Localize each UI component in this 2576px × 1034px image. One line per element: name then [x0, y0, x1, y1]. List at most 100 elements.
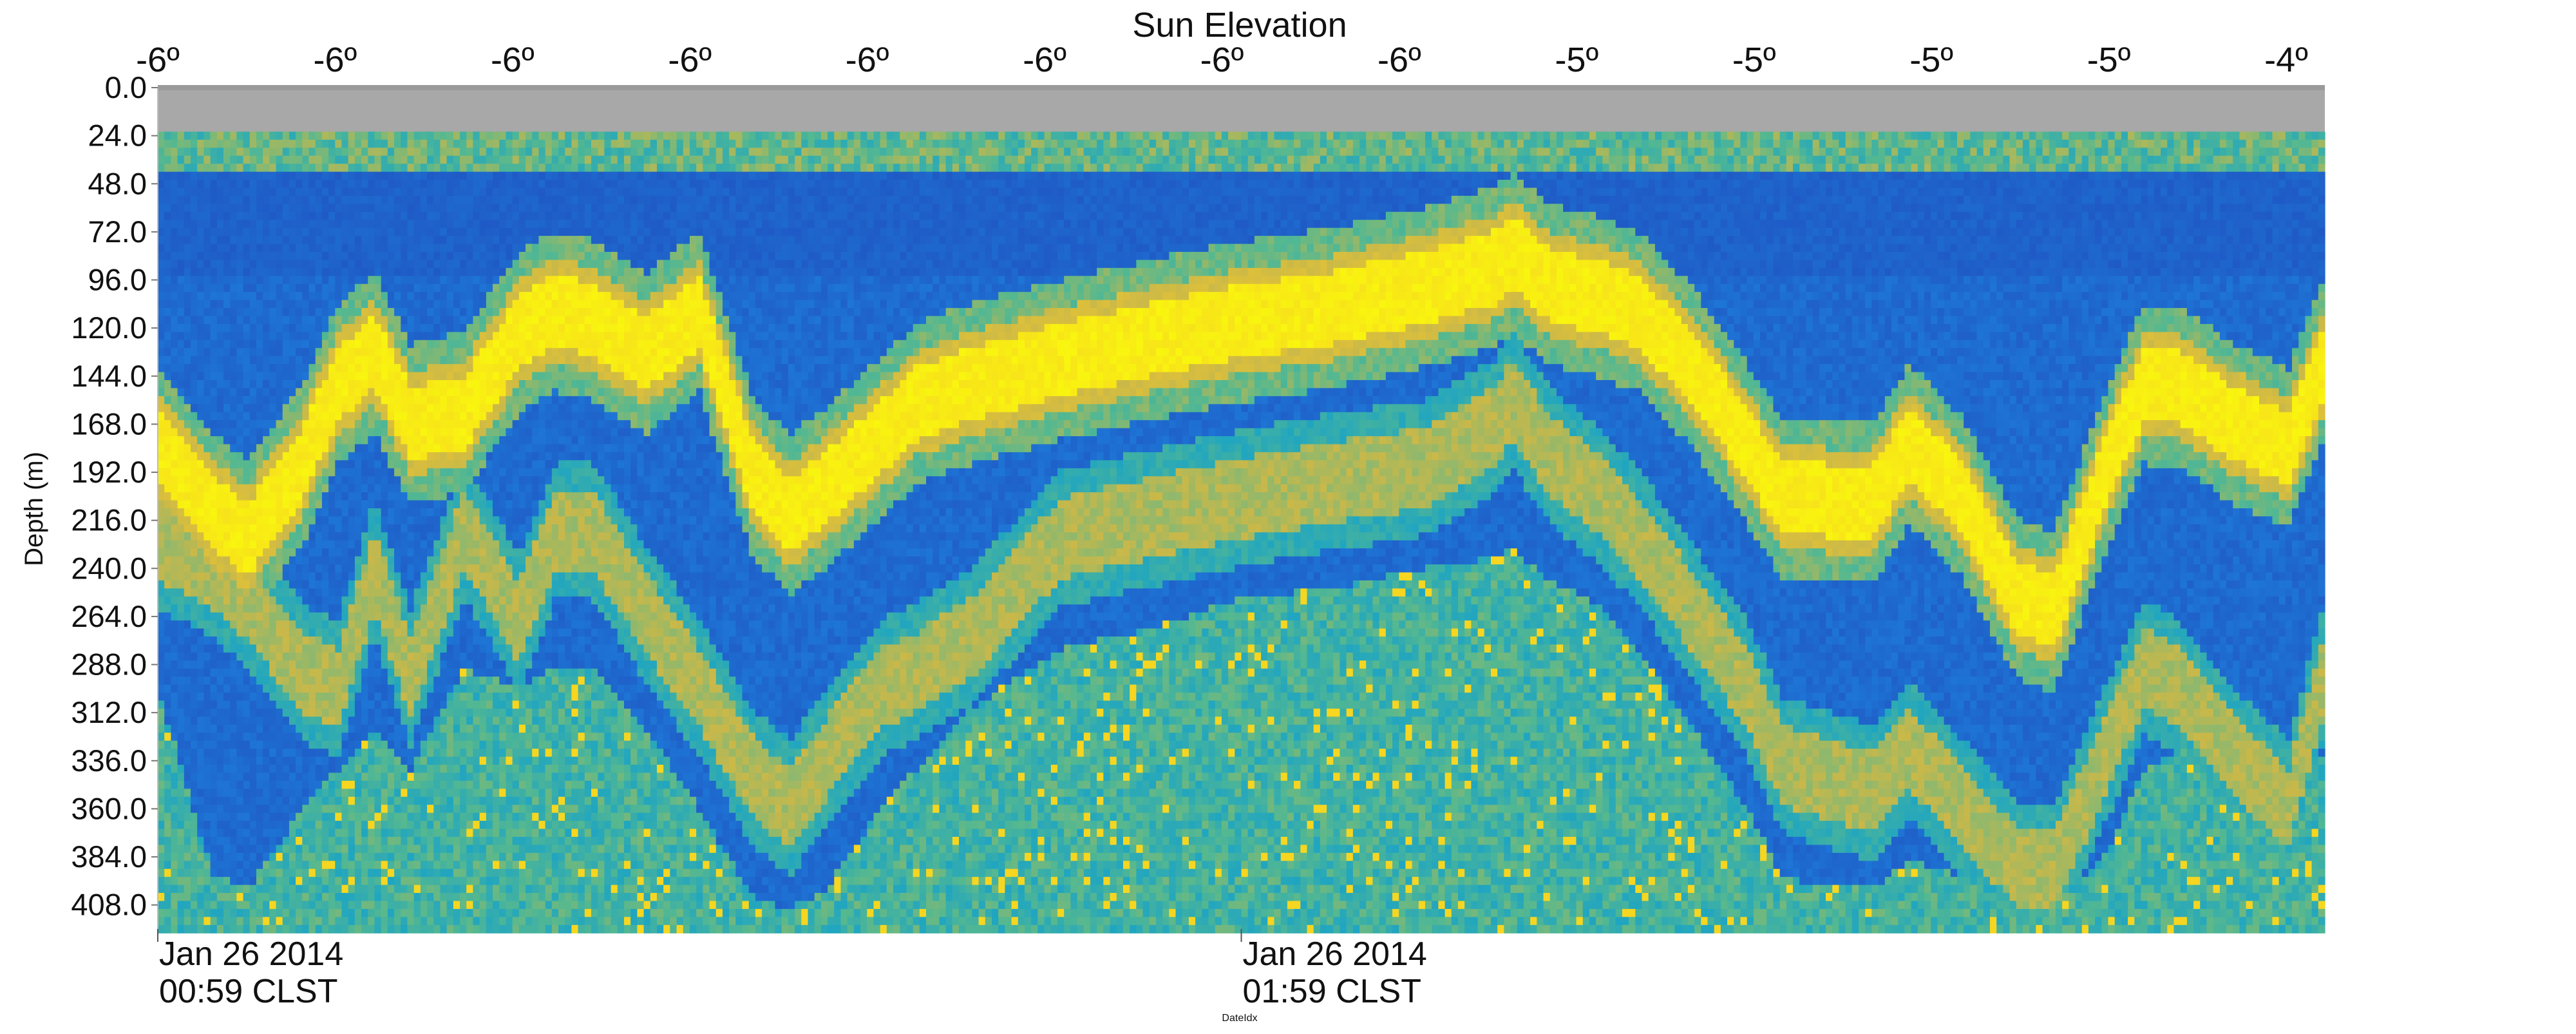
- echogram-cell: [256, 580, 263, 589]
- echogram-cell: [374, 805, 382, 814]
- echogram-cell: [236, 404, 244, 413]
- echogram-cell: [387, 283, 395, 292]
- echogram-cell: [328, 404, 336, 413]
- echogram-cell: [243, 917, 251, 926]
- echogram-cell: [282, 668, 290, 677]
- echogram-cell: [249, 789, 257, 798]
- echogram-cell: [427, 364, 434, 373]
- echogram-cell: [407, 492, 415, 501]
- echogram-cell: [256, 436, 263, 445]
- echogram-column: [302, 131, 310, 933]
- echogram-cell: [216, 372, 224, 381]
- echogram-cell: [296, 340, 303, 349]
- echogram-cell: [190, 765, 198, 774]
- echogram-cell: [158, 204, 165, 213]
- echogram-cell: [361, 828, 368, 838]
- echogram-cell: [368, 379, 375, 389]
- echogram-cell: [296, 164, 303, 173]
- echogram-cell: [177, 244, 185, 253]
- echogram-cell: [433, 460, 441, 469]
- echogram-cell: [190, 740, 198, 749]
- echogram-cell: [361, 612, 368, 621]
- echogram-cell: [446, 628, 454, 637]
- echogram-cell: [197, 732, 204, 742]
- echogram-cell: [440, 420, 448, 429]
- echogram-cell: [223, 428, 231, 437]
- echogram-cell: [184, 468, 191, 477]
- echogram-cell: [387, 812, 395, 821]
- echogram-cell: [321, 388, 329, 397]
- echogram-cell: [328, 708, 336, 717]
- echogram-cell: [216, 756, 224, 765]
- echogram-cell: [158, 885, 165, 894]
- echogram-cell: [216, 812, 224, 821]
- echogram-cell: [348, 660, 355, 669]
- echogram-cell: [308, 260, 316, 269]
- echogram-cell: [236, 756, 244, 765]
- echogram-cell: [282, 500, 290, 509]
- echogram-cell: [354, 716, 362, 725]
- echogram-cell: [190, 805, 198, 814]
- echogram-cell: [210, 404, 218, 413]
- echogram-cell: [335, 740, 343, 749]
- echogram-cell: [197, 789, 204, 798]
- echogram-cell: [381, 885, 388, 894]
- echogram-cell: [197, 924, 204, 933]
- echogram-cell: [190, 836, 198, 845]
- echogram-cell: [479, 340, 487, 349]
- echogram-cell: [171, 765, 178, 774]
- echogram-cell: [256, 901, 263, 910]
- echogram-cell: [197, 444, 204, 453]
- echogram-cell: [164, 532, 171, 541]
- echogram-cell: [328, 796, 336, 805]
- echogram-cell: [249, 780, 257, 789]
- echogram-cell: [407, 139, 415, 148]
- echogram-cell: [420, 821, 428, 830]
- echogram-cell: [256, 852, 263, 861]
- echogram-cell: [354, 148, 362, 157]
- echogram-cell: [381, 195, 388, 204]
- echogram-cell: [223, 436, 231, 445]
- echogram-cell: [407, 596, 415, 605]
- echogram-cell: [263, 244, 270, 253]
- echogram-cell: [440, 164, 448, 173]
- echogram-cell: [374, 340, 382, 349]
- echogram-cell: [315, 267, 323, 276]
- echogram-cell: [361, 676, 368, 685]
- echogram-cell: [164, 700, 171, 709]
- echogram-cell: [413, 540, 421, 549]
- echogram-cell: [256, 452, 263, 461]
- echogram-cell: [296, 187, 303, 196]
- echogram-cell: [328, 211, 336, 220]
- echogram-cell: [315, 139, 323, 148]
- echogram-cell: [289, 227, 296, 236]
- echogram-cell: [381, 308, 388, 317]
- echogram-cell: [321, 379, 329, 389]
- echogram-cell: [348, 700, 355, 709]
- echogram-cell: [433, 548, 441, 557]
- echogram-cell: [381, 251, 388, 261]
- echogram-cell: [302, 877, 310, 886]
- echogram-cell: [328, 452, 336, 461]
- echogram-cell: [210, 732, 218, 742]
- echogram-cell: [197, 796, 204, 805]
- echogram-cell: [269, 532, 277, 541]
- echogram-cell: [420, 877, 428, 886]
- echogram-cell: [394, 620, 401, 629]
- echogram-cell: [394, 612, 401, 621]
- echogram-cell: [466, 251, 474, 261]
- echogram-cell: [335, 292, 343, 301]
- echogram-cell: [164, 868, 171, 877]
- echogram-cell: [269, 861, 277, 870]
- echogram-cell: [315, 524, 323, 533]
- echogram-cell: [249, 227, 257, 236]
- echogram-cell: [321, 684, 329, 693]
- echogram-cell: [335, 588, 343, 597]
- echogram-cell: [321, 171, 329, 180]
- echogram-cell: [256, 868, 263, 877]
- echogram-cell: [256, 508, 263, 517]
- echogram-cell: [230, 749, 237, 758]
- echogram-cell: [427, 276, 434, 285]
- echogram-cell: [315, 772, 323, 781]
- echogram-cell: [204, 420, 211, 429]
